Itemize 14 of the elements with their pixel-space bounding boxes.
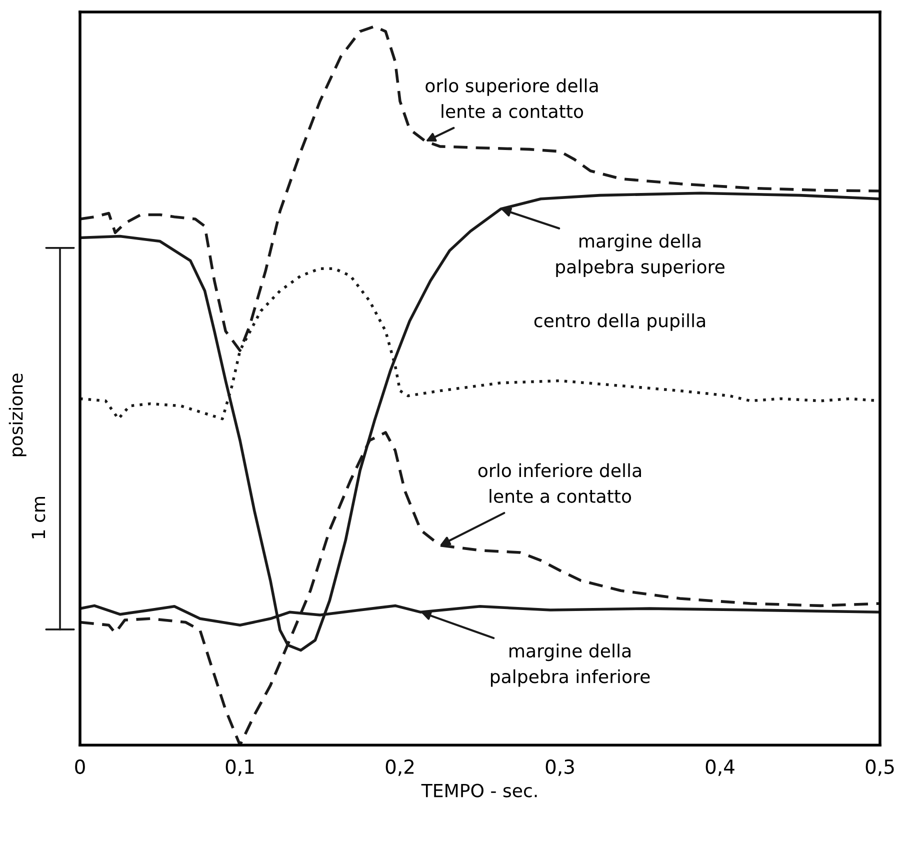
- series-label: orlo superiore della lente a contatto: [426, 78, 598, 118]
- x-tick-label: 0,1: [226, 759, 254, 776]
- text: centro della pupilla: [534, 313, 705, 331]
- x-tick-label: 0,4: [706, 759, 734, 776]
- x-axis-title: TEMPO - sec.: [421, 784, 537, 798]
- x-tick-label: 0,3: [546, 759, 574, 776]
- text: 1 cm: [32, 497, 46, 538]
- text: posizione: [8, 374, 26, 456]
- series-label: margine della palpebra inferiore: [490, 644, 650, 687]
- x-tick-label: 0,2: [386, 759, 414, 776]
- x-tick-label: 0,5: [866, 759, 894, 776]
- x-tick-label: 0: [75, 759, 85, 774]
- text: orlo inferiore della lente a contatto: [478, 463, 641, 503]
- series-label: margine della palpebra superiore: [556, 234, 724, 278]
